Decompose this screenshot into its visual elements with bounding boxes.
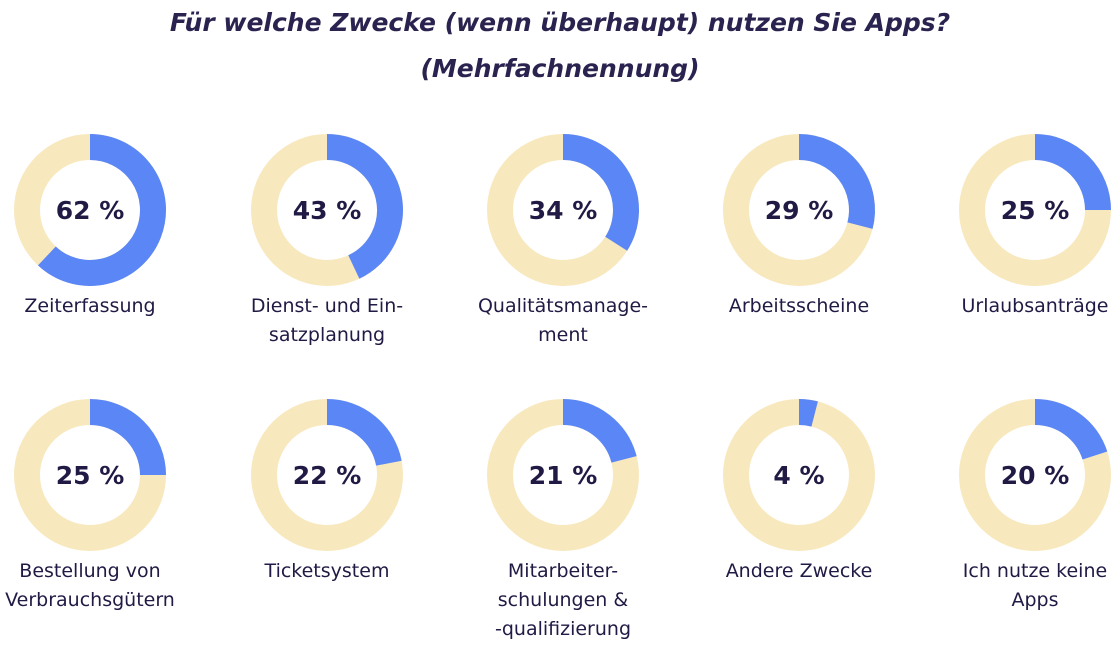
donut-ring: 21 % xyxy=(487,399,639,551)
donut-value-label: 62 % xyxy=(56,196,125,225)
donut-value-label: 20 % xyxy=(1001,461,1070,490)
donut-category-label-line: Andere Zwecke xyxy=(725,560,873,582)
donut-category-label-line: Urlaubsanträge xyxy=(961,295,1109,317)
donut-category-label: Qualitätsmanage-ment xyxy=(463,292,663,350)
donut-6: 25 % Bestellung von Verbrauchsgütern xyxy=(0,397,190,615)
donut-category-label-line: Arbeitsscheine xyxy=(728,295,870,317)
donut-2: 43 % Dienst- und Ein-satzplanung xyxy=(227,132,427,350)
donut-value-arc xyxy=(798,134,875,229)
donut-ring: 25 % xyxy=(14,399,166,551)
donut-category-label-line: Apps xyxy=(1011,589,1059,611)
donut-value-label: 34 % xyxy=(529,196,598,225)
donut-value-arc xyxy=(89,399,166,476)
donut-category-label-line: schulungen & xyxy=(497,589,629,611)
donut-category-label: Andere Zwecke xyxy=(699,557,899,586)
donut-value-arc xyxy=(37,134,166,286)
donut-category-label-line: Ich nutze keine xyxy=(962,560,1108,582)
donut-value-label: 43 % xyxy=(293,196,362,225)
donut-7: 22 % Ticketsystem xyxy=(227,397,427,586)
donut-category-label-line: Qualitätsmanage- xyxy=(477,295,649,317)
donut-category-label-line: -qualifizierung xyxy=(494,618,632,640)
donut-category-label-line: Zeiterfassung xyxy=(24,295,156,317)
donut-value-label: 25 % xyxy=(56,461,125,490)
donut-category-label: Ich nutze keine Apps xyxy=(935,557,1120,615)
donut-category-label-line: Dienst- und Ein- xyxy=(250,295,404,317)
donut-ring: 22 % xyxy=(251,399,403,551)
donut-1: 62 % Zeiterfassung xyxy=(0,132,190,321)
donut-category-label-line: satzplanung xyxy=(268,324,386,346)
donut-value-label: 22 % xyxy=(293,461,362,490)
donut-ring: 25 % xyxy=(959,134,1111,286)
donut-value-label: 21 % xyxy=(529,461,598,490)
donut-ring: 34 % xyxy=(487,134,639,286)
donut-category-label: Ticketsystem xyxy=(227,557,427,586)
donut-value-arc xyxy=(1034,399,1108,461)
donut-category-label: Zeiterfassung xyxy=(0,292,190,321)
donut-category-label-line: Verbrauchsgütern xyxy=(5,589,175,611)
donut-ring: 43 % xyxy=(251,134,403,286)
donut-category-label: Urlaubsanträge xyxy=(935,292,1120,321)
chart-title-line-2: (Mehrfachnennung) xyxy=(420,54,700,83)
donut-value-arc xyxy=(1034,134,1111,211)
donut-10: 20 % Ich nutze keine Apps xyxy=(935,397,1120,615)
donut-value-arc xyxy=(562,399,637,464)
donut-category-label-line: ment xyxy=(538,324,588,346)
donut-value-arc xyxy=(326,399,402,467)
donut-3: 34 % Qualitätsmanage-ment xyxy=(463,132,663,350)
donut-value-label: 29 % xyxy=(765,196,834,225)
donut-value-label: 25 % xyxy=(1001,196,1070,225)
donut-9: 4 % Andere Zwecke xyxy=(699,397,899,586)
donut-category-label: Arbeitsscheine xyxy=(699,292,899,321)
donut-category-label-line: Mitarbeiter- xyxy=(507,560,619,582)
donut-category-label-line: Ticketsystem xyxy=(264,560,390,582)
donut-4: 29 % Arbeitsscheine xyxy=(699,132,899,321)
donut-ring: 4 % xyxy=(723,399,875,551)
donut-value-label: 4 % xyxy=(773,461,824,490)
donut-category-label-line: Bestellung von xyxy=(19,560,161,582)
donut-ring: 62 % xyxy=(14,134,166,286)
donut-8: 21 % Mitarbeiter-schulungen & -qualifizier… xyxy=(463,397,663,644)
donut-ring: 29 % xyxy=(723,134,875,286)
chart-title-line-1: Für welche Zwecke (wenn überhaupt) nutze… xyxy=(169,8,951,37)
donut-value-arc xyxy=(798,399,818,427)
donut-value-arc xyxy=(326,134,403,279)
donut-ring: 20 % xyxy=(959,399,1111,551)
donut-category-label: Dienst- und Ein-satzplanung xyxy=(227,292,427,350)
donut-value-arc xyxy=(562,134,639,251)
donut-5: 25 % Urlaubsanträge xyxy=(935,132,1120,321)
donut-category-label: Mitarbeiter-schulungen & -qualifizierung xyxy=(463,557,663,644)
donut-category-label: Bestellung von Verbrauchsgütern xyxy=(0,557,190,615)
